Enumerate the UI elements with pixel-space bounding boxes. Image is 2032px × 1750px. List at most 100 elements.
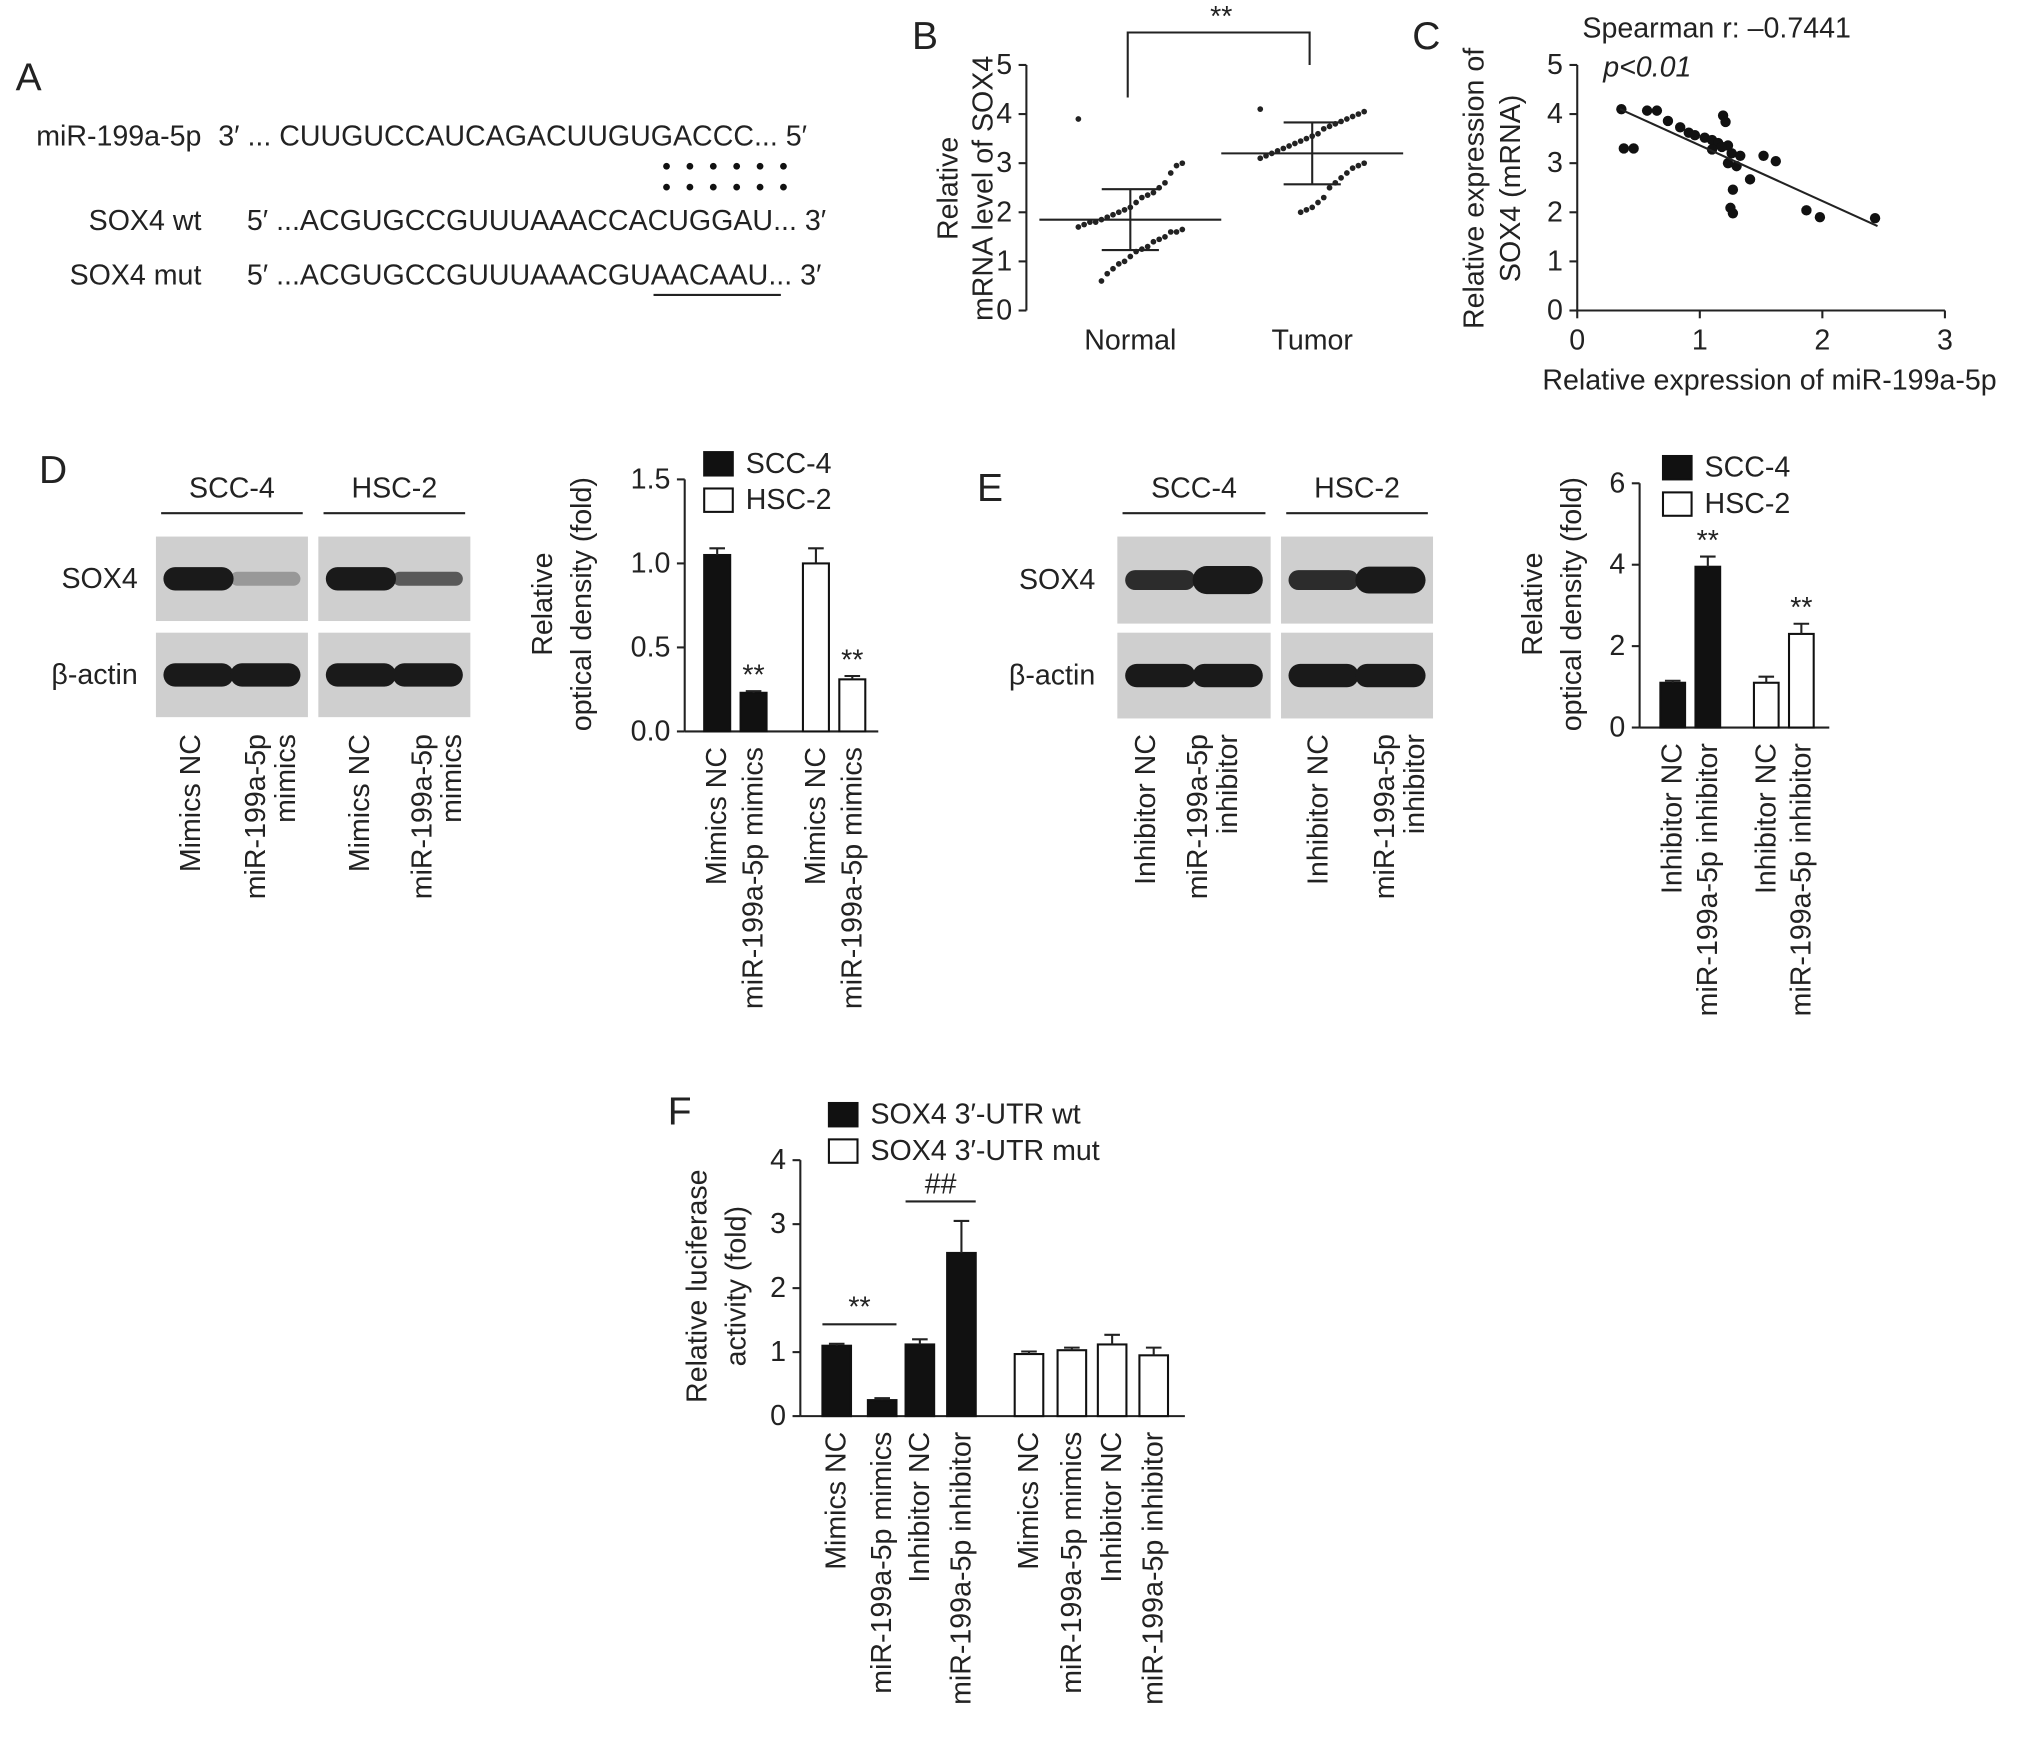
point [1689,129,1701,141]
significance-bracket [1126,31,1311,98]
band [325,663,396,687]
dot [1144,192,1151,198]
band [392,571,463,586]
bar [838,678,867,733]
legend-swatch [1661,454,1693,481]
bar [1056,1349,1088,1418]
y-axis-label: optical density (fold) [1556,477,1588,731]
point [1727,184,1739,195]
y-tick-label: 1 [770,1336,786,1368]
y-axis-label: Relative [527,552,559,655]
legend-label: SOX4 3′-UTR mut [870,1135,1099,1167]
y-tick-label: 1 [996,245,1012,277]
sd-bar [1283,121,1341,186]
point [1618,143,1630,154]
dot [1144,243,1151,250]
y-tick-label: 1.0 [631,547,671,579]
y-axis-label: Relative expression of [1459,48,1491,329]
point [1674,122,1686,133]
band [392,663,463,687]
bar [946,1251,977,1418]
band [1125,663,1196,688]
lane-label: mimics [270,734,302,823]
pairing-dot [780,162,787,170]
annotation: Spearman r: –0.7441 [1582,13,1851,45]
dot [1156,236,1163,243]
pairing-dot [686,183,694,191]
dot [1349,113,1356,120]
x-tick-label: Inhibitor NC [904,1432,936,1583]
dot [1326,123,1333,130]
pairing-dot [663,162,670,170]
sequence-name: SOX4 mut [70,259,202,291]
blot-group: HSC-2 [351,472,437,504]
dot [1257,155,1264,162]
dot [1162,233,1168,240]
band [230,571,301,586]
sequence: 5′ ...ACGUGCCGUUUAAACCACUGGAU... 3′ [247,205,826,237]
error-bar [874,1397,890,1401]
dot [1315,199,1321,206]
lane-label: Inhibitor NC [1303,734,1335,885]
point [1651,105,1663,116]
panel-label: F [668,1091,692,1134]
point [1814,212,1826,223]
error-bar [953,1219,970,1253]
dot [1303,135,1310,142]
x-tick-label: Inhibitor NC [1657,743,1689,894]
dot [1355,111,1362,117]
legend-label: HSC-2 [746,484,832,516]
sd-bar [1101,188,1159,252]
y-axis-label: activity (fold) [721,1206,753,1366]
pairing-dot [686,162,694,170]
bar [739,691,768,733]
band [1355,663,1426,688]
x-tick-label: miR-199a-5p mimics [738,747,770,1009]
x-tick-label: 0 [1569,324,1585,356]
error-bar [709,547,725,556]
dot [1110,265,1116,272]
band [163,567,234,591]
x-tick-label: Tumor [1271,324,1353,356]
y-tick-label: 0 [770,1400,786,1432]
dot [1286,143,1292,149]
point [1735,150,1746,162]
bar [1138,1354,1170,1418]
y-tick-label: 3 [996,147,1012,179]
bar [1752,681,1780,729]
dot [1133,199,1139,206]
pairing-dot [709,162,717,170]
x-tick-label: Inhibitor NC [1750,743,1782,894]
dot [1292,140,1298,147]
x-axis-label: Relative expression of miR-199a-5p [1542,365,1996,397]
y-axis-label: SOX4 (mRNA) [1495,95,1527,282]
point [1744,174,1756,185]
bracket-label: ## [925,1169,957,1201]
y-tick-label: 4 [1609,549,1625,581]
dot [1075,116,1082,122]
dot [1344,116,1350,122]
dot [1344,170,1350,176]
error-bar [1758,675,1775,683]
x-tick-label: Normal [1084,324,1176,356]
x-tick-label: miR-199a-5p mimics [866,1432,898,1694]
y-tick-label: 3 [1547,147,1563,179]
y-tick-label: 2 [1609,630,1625,662]
error-bar [1700,555,1716,567]
point [1716,141,1728,153]
x-tick-label: miR-199a-5p inhibitor [945,1431,977,1705]
bar [1013,1353,1045,1418]
legend-swatch [827,1138,859,1164]
pairing-dot [709,183,717,191]
x-tick-label: miR-199a-5p inhibitor [1138,1431,1170,1705]
x-tick-label: 1 [1692,324,1708,356]
dot [1320,194,1327,201]
y-tick-label: 2 [996,196,1012,228]
bar-label: ** [1790,592,1812,624]
bar [1787,632,1815,729]
dot [1297,209,1304,216]
dot [1150,238,1157,245]
pairing-dot [756,183,764,191]
sequence: 5′ ...ACGUGCCGUUUAAACGUAACAAU... 3′ [247,259,821,291]
